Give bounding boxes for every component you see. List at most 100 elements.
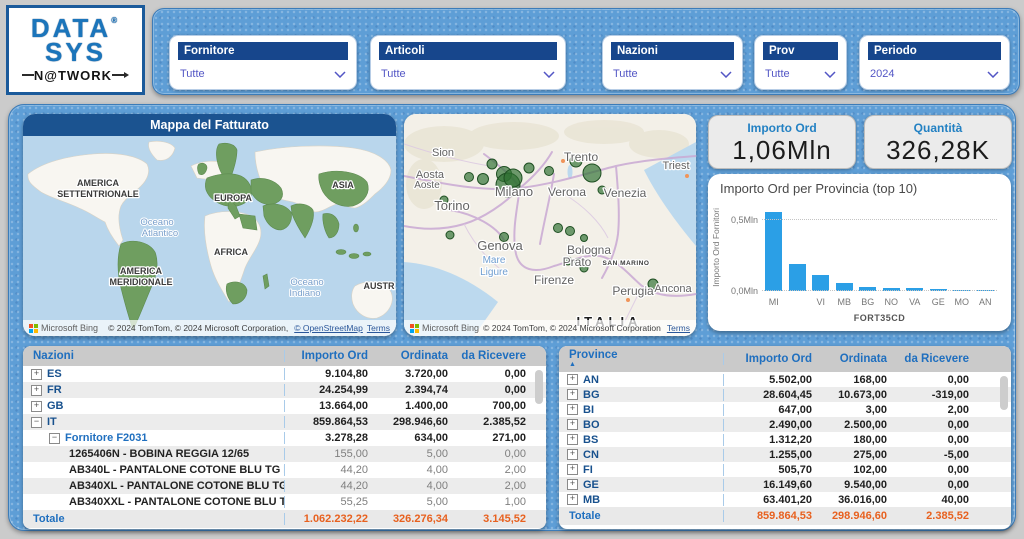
expand-icon[interactable]: + [567,464,578,475]
world-map-card: Mappa del Fatturato [23,114,396,336]
header-cell[interactable]: Nazioni [23,350,284,362]
cell-value: 5,00 [374,448,454,460]
slicer-dropdown-fornitore[interactable]: Tutte [180,60,346,88]
row-label: GE [583,479,599,491]
map-bubble[interactable] [446,231,454,239]
map-label: Ancona [654,283,692,295]
terms-link[interactable]: Terms [367,323,390,333]
row-label: FR [47,384,62,396]
header-cell[interactable]: Ordinata [818,353,893,365]
bar[interactable] [789,264,806,291]
x-tick-label: MI [762,297,786,307]
cell-value: 16.149,60 [723,479,818,491]
expand-icon[interactable]: + [567,419,578,430]
map-label: Prato [563,255,592,269]
expand-icon[interactable]: + [567,479,578,490]
logo-network-text: N@TWORK [22,68,129,83]
cell-value: 4,00 [374,464,454,476]
table-header[interactable]: NazioniImporto OrdOrdinatada Ricevere [23,346,546,366]
map-bubble[interactable] [581,235,588,242]
cell-value: 275,00 [818,449,893,461]
total-value: 3.145,52 [454,513,532,525]
header-cell[interactable]: Importo Ord [723,353,818,365]
map-bubble[interactable] [545,167,554,176]
sort-ascending-icon[interactable]: ▲ [569,361,723,368]
italy-map[interactable]: ITALIASionAostaAosteTorinoMilanoTrentoVe… [404,114,696,336]
map-bubble[interactable] [465,173,474,182]
world-map-title: Mappa del Fatturato [23,114,396,136]
table-row: +ES9.104,803.720,000,00 [23,366,546,382]
chevron-down-icon [987,71,999,78]
cell-value: 10.673,00 [818,389,893,401]
map-label: Oceano [140,217,173,228]
slicer-dropdown-prov[interactable]: Tutte [765,60,836,88]
cell-value: 2,00 [454,480,532,492]
expand-icon[interactable]: + [567,374,578,385]
header-cell[interactable]: Ordinata [374,350,454,362]
header-cell[interactable]: Province▲ [559,349,723,368]
cell-value: 9.540,00 [818,479,893,491]
map-bubble[interactable] [554,224,563,233]
slicer-selected-value: 2024 [870,68,894,80]
map-bubble[interactable] [583,164,601,182]
header-cell[interactable]: da Ricevere [454,350,532,362]
table-row: +FI505,70102,000,00 [559,462,1011,477]
bar-chart-card: Importo Ord per Provincia (top 10) Impor… [708,174,1011,331]
map-label: Perugia [612,284,654,298]
expand-icon[interactable]: + [567,494,578,505]
map-label: MERIDIONALE [110,277,173,287]
table-row: +GB13.664,001.400,00700,00 [23,398,546,414]
expand-icon[interactable]: + [31,385,42,396]
map-label: EUROPA [214,193,252,203]
world-map[interactable]: AMERICASETTENTRIONALEEUROPAASIAAFRICAAME… [23,136,396,336]
map-bubble[interactable] [478,174,489,185]
expand-icon[interactable]: + [31,369,42,380]
map-bubble[interactable] [487,159,497,169]
cell-value: 3,00 [818,404,893,416]
map-label: Oceano [290,277,323,288]
total-row: Totale859.864,53298.946,602.385,52 [559,507,1011,525]
row-label: BG [583,389,600,401]
collapse-icon[interactable]: − [31,417,42,428]
x-tick-label: GE [927,297,951,307]
header-cell[interactable]: Importo Ord [284,350,374,362]
table-row: −Fornitore F20313.278,28634,00271,00 [23,430,546,446]
collapse-icon[interactable]: − [49,433,60,444]
filter-bar: Fornitore Tutte Articoli Tutte Nazioni T… [152,8,1020,95]
expand-icon[interactable]: + [567,434,578,445]
main-panel: Mappa del Fatturato [8,104,1016,531]
cell-value: 2.385,52 [454,416,532,428]
header-cell[interactable]: da Ricevere [893,353,975,365]
scrollbar-thumb[interactable] [1000,376,1008,410]
bing-logo: Microsoft Bing [410,323,479,333]
map-label: SAN MARINO [603,260,650,267]
cell-value: 0,00 [893,434,975,446]
chevron-down-icon [720,71,732,78]
openstreetmap-link[interactable]: © OpenStreetMap [294,323,363,333]
x-tick-label: NO [880,297,904,307]
province-table: Province▲Importo OrdOrdinatada Ricevere … [559,346,1011,529]
bar[interactable] [765,212,782,291]
expand-icon[interactable]: + [567,449,578,460]
map-label: Indiano [289,288,320,299]
cell-value: 155,00 [284,448,374,460]
table-header[interactable]: Province▲Importo OrdOrdinatada Ricevere [559,346,1011,372]
cell-value: 0,00 [893,374,975,386]
scrollbar-thumb[interactable] [535,370,543,404]
bar[interactable] [812,275,829,291]
slicer-dropdown-periodo[interactable]: 2024 [870,60,999,88]
total-label: Totale [23,513,284,525]
expand-icon[interactable]: + [567,389,578,400]
slicer-dropdown-articoli[interactable]: Tutte [381,60,555,88]
map-bubble[interactable] [524,163,534,173]
terms-link[interactable]: Terms [667,323,690,333]
expand-icon[interactable]: + [31,401,42,412]
cell-value: 647,00 [723,404,818,416]
map-attribution: Microsoft Bing © 2024 TomTom, © 2024 Mic… [23,320,396,336]
chart-title: Importo Ord per Provincia (top 10) [720,181,917,196]
expand-icon[interactable]: + [567,404,578,415]
slicer-header: Fornitore [178,42,348,60]
map-bubble[interactable] [566,227,575,236]
slicer-dropdown-nazioni[interactable]: Tutte [613,60,732,88]
row-label: 1265406N - BOBINA REGGIA 12/65 [69,448,249,460]
